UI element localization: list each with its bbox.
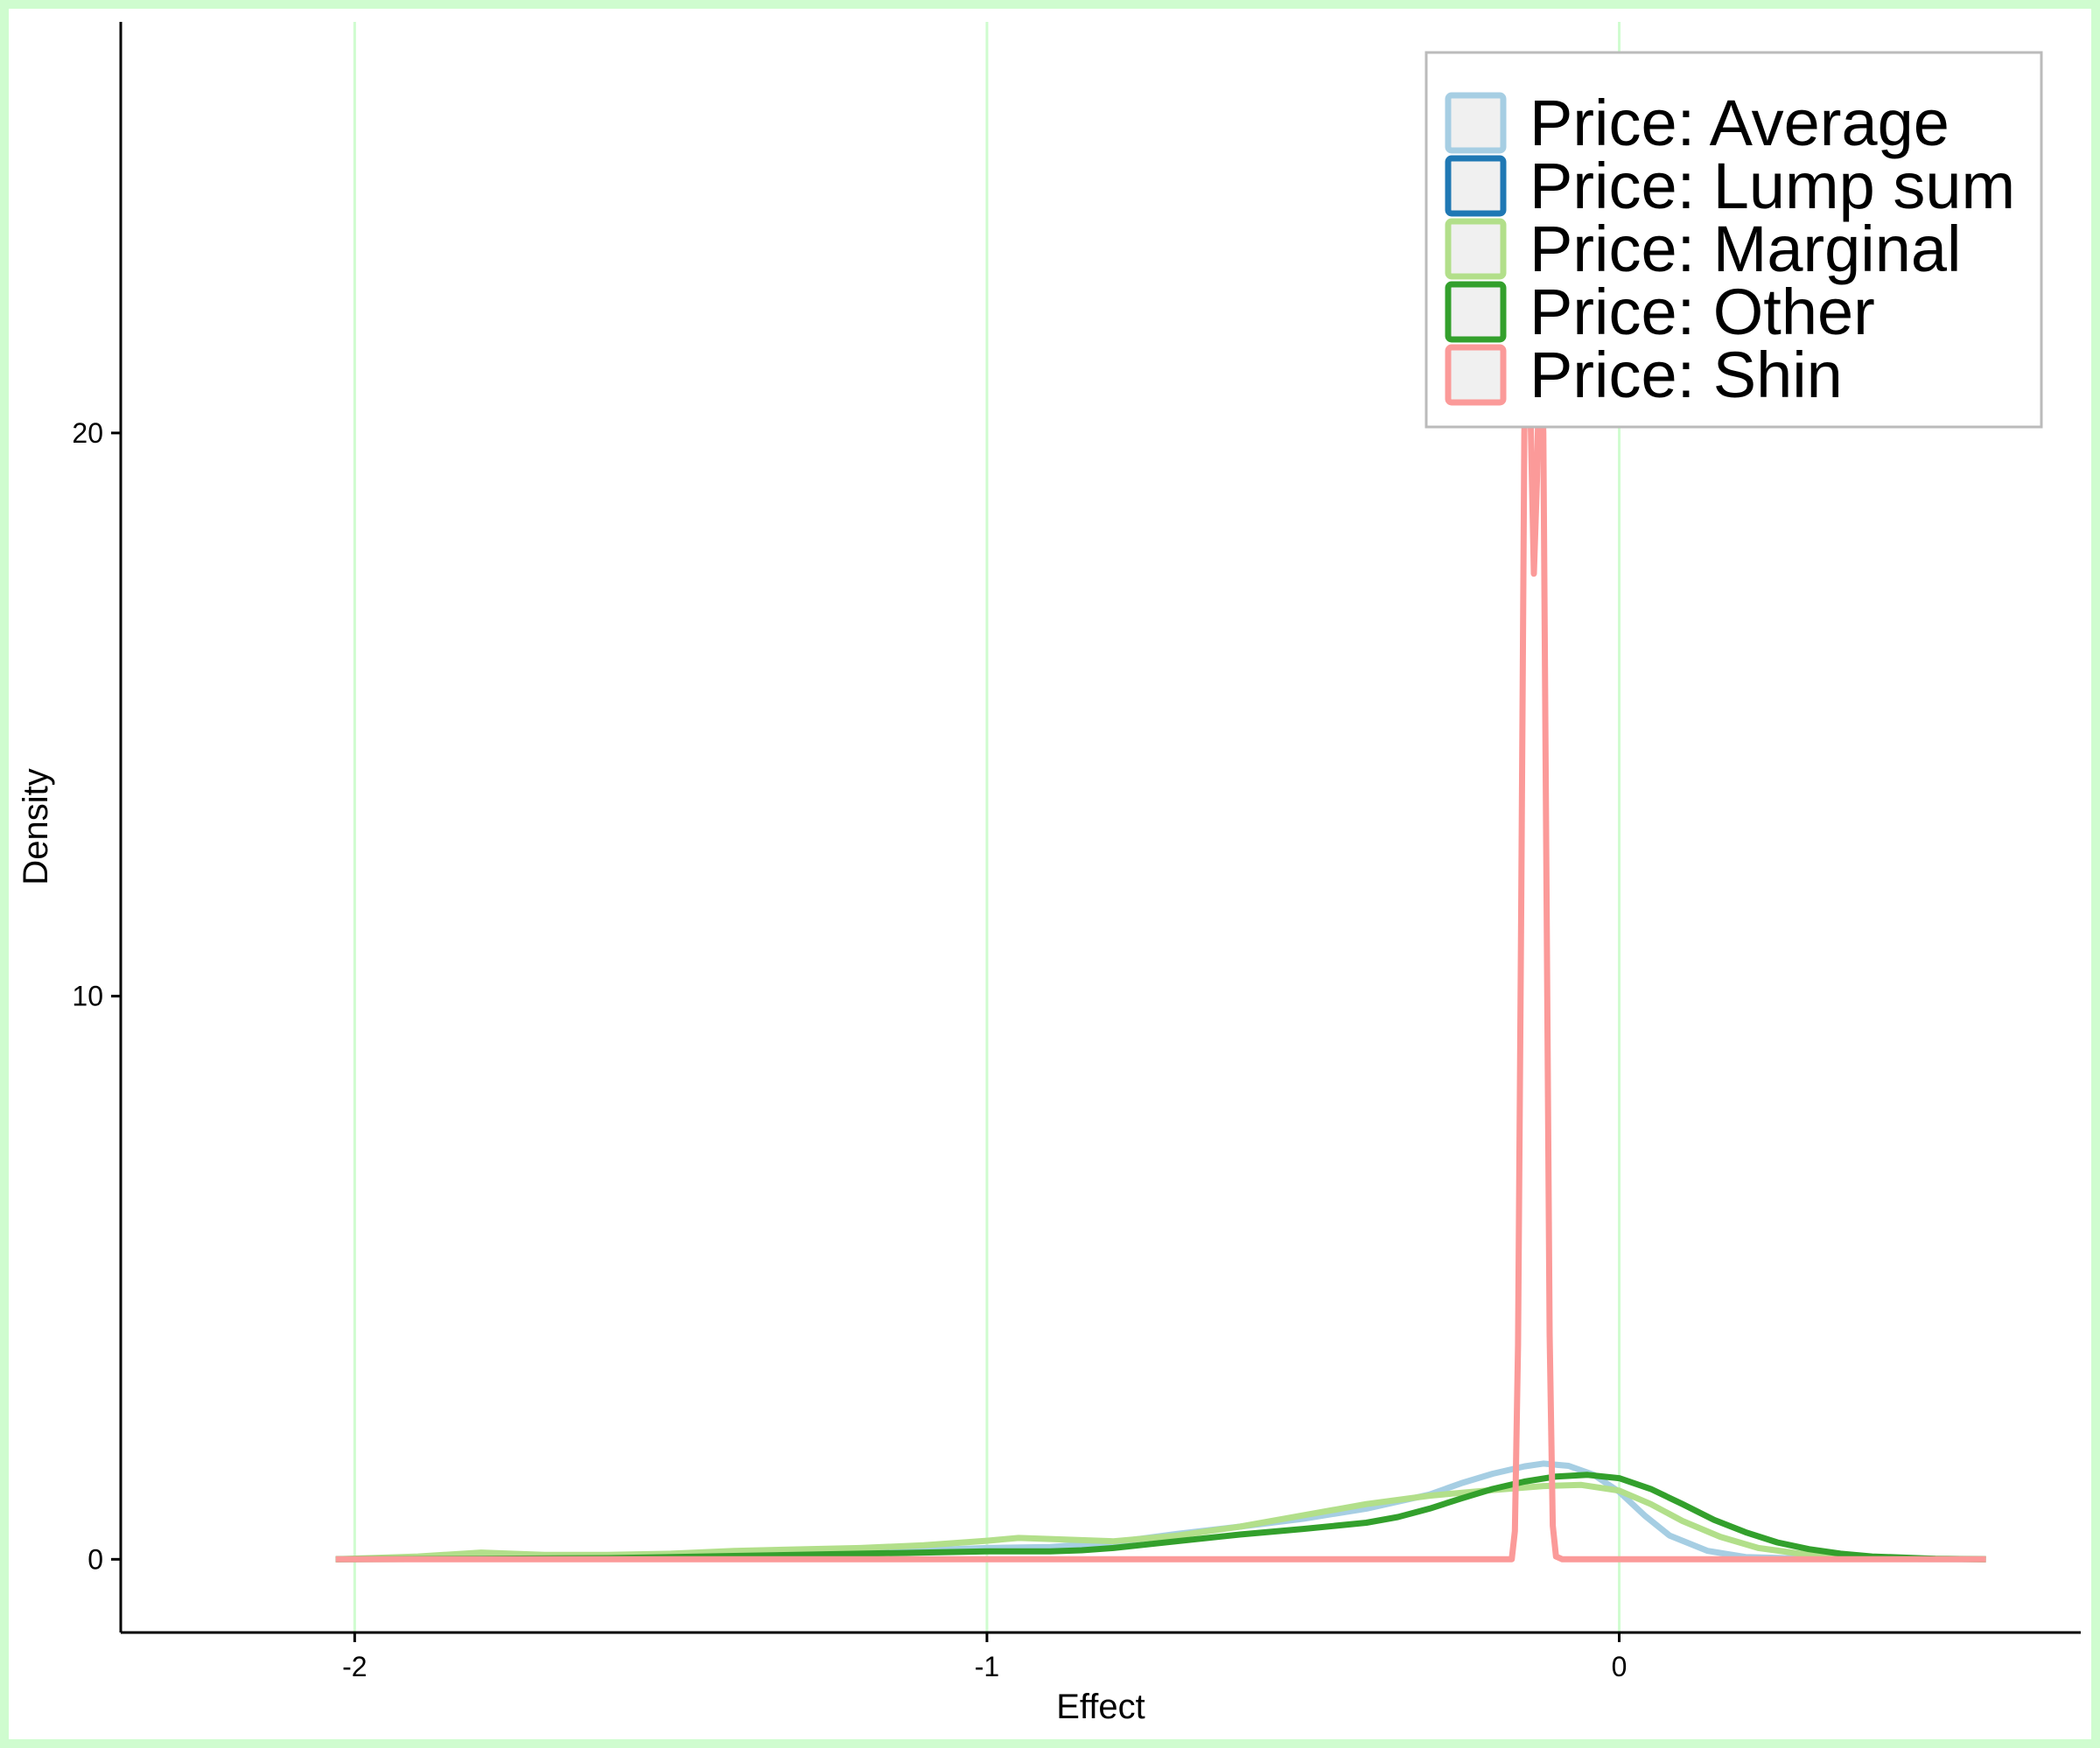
legend-swatch-price-average [1445,92,1507,154]
axis-ticks: -2 -1 0 0 10 20 [72,417,1627,1682]
legend-label-price-average: Price: Average [1530,87,1950,159]
legend-label-price-lump-sum: Price: Lump sum [1530,150,2015,222]
legend-label-price-other: Price: Other [1530,276,1875,348]
legend-box [1424,51,2043,429]
y-tick-label: 10 [72,981,103,1012]
x-tick-label: -2 [342,1651,367,1682]
x-tick-label: 0 [1612,1651,1628,1682]
legend-swatch-price-lump-sum [1445,155,1507,217]
series-line-price-shin [335,300,1986,1563]
density-curves [335,300,1986,1563]
series-line-price-average [335,1460,1986,1563]
legend-label-price-marginal: Price: Marginal [1530,213,1962,285]
series-line-price-other [335,1472,1986,1563]
legend-swatch-price-other [1445,281,1507,343]
legend-swatch-price-marginal [1445,218,1507,280]
legend-swatch-price-shin [1445,344,1507,406]
series-line-price-marginal [335,1481,1986,1563]
y-axis-title: Density [17,768,55,884]
legend-label-price-shin: Price: Shin [1530,339,1843,411]
x-tick-label: -1 [975,1651,999,1682]
y-tick-label: 0 [88,1543,103,1575]
x-axis-title: Effect [1056,1688,1145,1726]
y-tick-label: 20 [72,417,103,449]
